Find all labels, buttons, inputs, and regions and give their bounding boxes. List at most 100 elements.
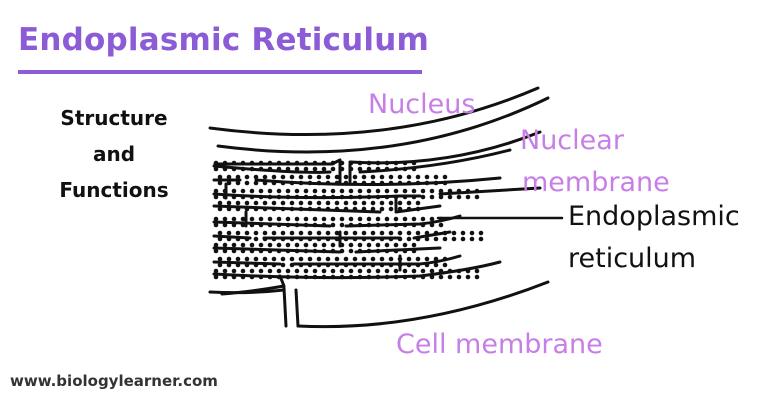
ribosome-dot xyxy=(249,216,255,222)
ribosome-dot xyxy=(312,216,318,222)
ribosome-dot xyxy=(361,180,367,186)
ribosome-dot xyxy=(375,274,381,280)
ribosome-dot xyxy=(294,242,300,248)
ribosome-dot xyxy=(235,236,241,242)
ribosome-dot xyxy=(280,256,286,262)
ribosome-dot xyxy=(343,230,349,236)
ribosome-dot xyxy=(406,230,412,236)
ribosome-dot xyxy=(276,274,282,280)
subtitle-line-2: and xyxy=(92,142,136,166)
ribosome-dot xyxy=(217,262,223,268)
ribosome-dot xyxy=(379,174,385,180)
ribosome-dot xyxy=(393,248,399,254)
ribosome-dot xyxy=(388,200,394,206)
ribosome-dot xyxy=(262,262,268,268)
ribosome-dot xyxy=(348,194,354,200)
ribosome-dot xyxy=(384,222,390,228)
ribosome-dot xyxy=(384,274,390,280)
ribosome-dot xyxy=(442,256,448,262)
ribosome-dot xyxy=(357,268,363,274)
ribosome-dot xyxy=(294,166,300,172)
ribosome-dot xyxy=(294,216,300,222)
ribosome-dot xyxy=(379,236,385,242)
ribosome-dot xyxy=(312,166,318,172)
ribosome-dot xyxy=(325,256,331,262)
ribosome-dot xyxy=(478,230,484,236)
ribosome-dot xyxy=(447,268,453,274)
ribosome-dot xyxy=(303,188,309,194)
ribosome-dot xyxy=(244,206,250,212)
ribosome-dot xyxy=(321,188,327,194)
ribosome-dot xyxy=(307,236,313,242)
ribosome-dot xyxy=(352,262,358,268)
ribosome-dot xyxy=(442,230,448,236)
ribosome-dot xyxy=(307,206,313,212)
ribosome-dot xyxy=(276,216,282,222)
ribosome-dot xyxy=(424,180,430,186)
ribosome-dot xyxy=(388,262,394,268)
ribosome-dot xyxy=(330,242,336,248)
ribosome-dot xyxy=(357,166,363,172)
ribosome-dot xyxy=(370,230,376,236)
ribosome-dot xyxy=(402,194,408,200)
ribosome-dot xyxy=(298,180,304,186)
ribosome-dot xyxy=(393,268,399,274)
ribosome-dot xyxy=(393,216,399,222)
ribosome-dot xyxy=(321,242,327,248)
ribosome-dot xyxy=(379,180,385,186)
ribosome-dot xyxy=(240,216,246,222)
label-nuclear-membrane-2: membrane xyxy=(522,167,670,198)
ribosome-dot xyxy=(285,248,291,254)
ribosome-dot xyxy=(334,206,340,212)
ribosome-dot xyxy=(406,256,412,262)
ribosome-dot xyxy=(366,160,372,166)
ribosome-dot xyxy=(267,268,273,274)
ribosome-dot xyxy=(231,194,237,200)
ribosome-dot xyxy=(366,242,372,248)
ribosome-dot xyxy=(244,236,250,242)
ribosome-dot xyxy=(411,160,417,166)
ribosome-dot xyxy=(402,222,408,228)
ribosome-dot xyxy=(213,166,219,172)
ribosome-dot xyxy=(253,230,259,236)
ribosome-dot xyxy=(402,242,408,248)
ribosome-dot xyxy=(339,248,345,254)
ribosome-dot xyxy=(357,216,363,222)
ribosome-dot xyxy=(262,230,268,236)
ribosome-dots xyxy=(213,160,484,280)
ribosome-dot xyxy=(303,222,309,228)
ribosome-dot xyxy=(249,160,255,166)
ribosome-dot xyxy=(226,230,232,236)
ribosome-dot xyxy=(258,166,264,172)
ribosome-dot xyxy=(231,222,237,228)
ribosome-dot xyxy=(258,222,264,228)
ribosome-dot xyxy=(442,174,448,180)
ribosome-dot xyxy=(406,206,412,212)
ribosome-dot xyxy=(226,174,232,180)
ribosome-dot xyxy=(262,200,268,206)
ribosome-dot xyxy=(330,166,336,172)
ribosome-dot xyxy=(258,242,264,248)
ribosome-dot xyxy=(325,206,331,212)
ribosome-dot xyxy=(325,174,331,180)
ribosome-dot xyxy=(334,200,340,206)
ribosome-dot xyxy=(307,180,313,186)
ribosome-dot xyxy=(298,236,304,242)
ribosome-dot xyxy=(339,188,345,194)
ribosome-dot xyxy=(244,174,250,180)
ribosome-dot xyxy=(271,230,277,236)
ribosome-dot xyxy=(379,256,385,262)
ribosome-dot xyxy=(343,174,349,180)
ribosome-dot xyxy=(393,222,399,228)
ribosome-dot xyxy=(226,262,232,268)
ribosome-dot xyxy=(357,194,363,200)
ribosome-dot xyxy=(222,160,228,166)
ribosome-dot xyxy=(420,216,426,222)
ribosome-dot xyxy=(474,188,480,194)
label-nuclear-membrane-1: Nuclear xyxy=(520,125,624,156)
ribosome-dot xyxy=(271,174,277,180)
ribosome-dot xyxy=(357,274,363,280)
ribosome-dot xyxy=(226,206,232,212)
ribosome-dot xyxy=(397,200,403,206)
ribosome-dot xyxy=(420,268,426,274)
